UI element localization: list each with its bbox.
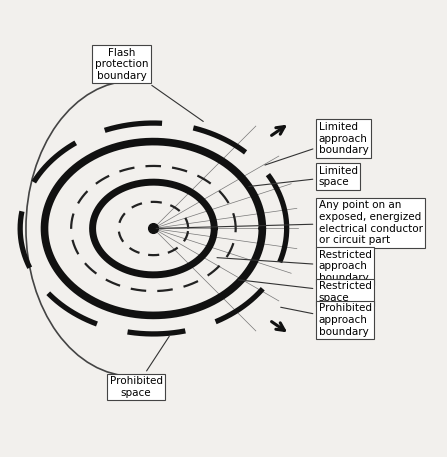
Text: Limited
approach
boundary: Limited approach boundary (265, 122, 368, 165)
Text: Any point on an
exposed, energized
electrical conductor
or circuit part: Any point on an exposed, energized elect… (156, 200, 422, 245)
Text: Prohibited
approach
boundary: Prohibited approach boundary (281, 303, 371, 337)
Text: Limited
space: Limited space (249, 165, 358, 187)
Text: Restricted
space: Restricted space (238, 280, 371, 303)
Text: Flash
protection
boundary: Flash protection boundary (95, 48, 203, 122)
Text: Restricted
approach
boundary: Restricted approach boundary (217, 250, 371, 283)
Text: Prohibited
space: Prohibited space (110, 336, 169, 398)
